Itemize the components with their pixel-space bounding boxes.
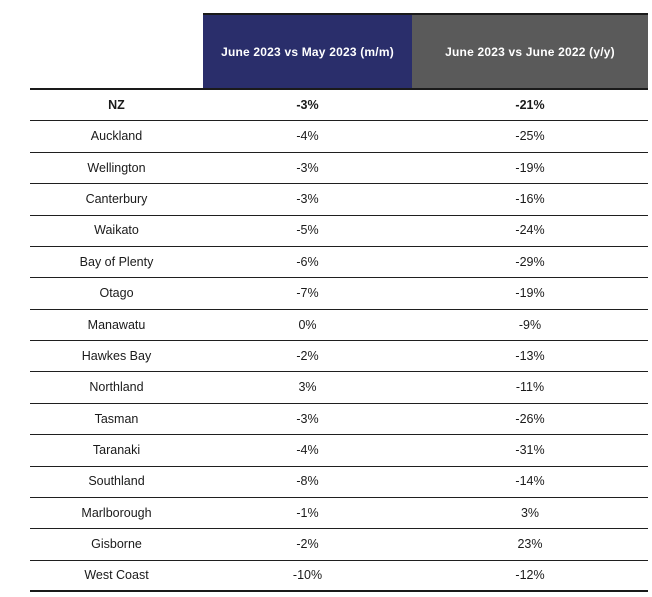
mm-value: -2% [296,537,319,552]
table-row: Northland 3% -11% [30,372,648,404]
yy-value: -29% [515,254,545,269]
yy-value: -16% [515,192,545,207]
yy-value: -13% [515,348,545,363]
table-row: Taranaki -4% -31% [30,435,648,467]
mm-value: -5% [296,223,319,238]
mm-value: -3% [296,160,319,175]
region-name: Tasman [94,411,139,426]
table-row: Otago -7% -19% [30,278,648,310]
table-row: Bay of Plenty -6% -29% [30,247,648,279]
yy-value: -11% [515,380,545,395]
region-name: NZ [108,97,125,112]
yy-value: -19% [515,286,545,301]
column-header-mm: June 2023 vs May 2023 (m/m) [203,13,412,88]
region-name: Waikato [94,223,139,238]
table-row: Wellington -3% -19% [30,153,648,185]
mm-value: -1% [296,505,319,520]
yy-value: -14% [515,474,545,489]
mm-value: -8% [296,474,319,489]
region-column-header-spacer [30,13,203,88]
yy-value: -12% [515,568,545,583]
region-name: West Coast [84,568,149,583]
table-body: NZ -3% -21% Auckland -4% -25% Wellington -3% -19… [30,88,648,592]
region-name: Southland [88,474,145,489]
table-row: NZ -3% -21% [30,90,648,122]
table-header-row: June 2023 vs May 2023 (m/m) June 2023 vs… [30,13,648,88]
mm-value: -2% [296,348,319,363]
yy-value: -9% [518,317,542,332]
yy-value: 3% [520,505,540,520]
region-name: Marlborough [81,505,152,520]
table-row: West Coast -10% -12% [30,561,648,592]
yy-value: -26% [515,411,545,426]
mm-value: -3% [296,411,319,426]
mm-value: -6% [296,254,319,269]
region-name: Auckland [90,129,143,144]
mm-value: -3% [296,192,319,207]
region-name: Wellington [87,160,146,175]
region-name: Otago [99,286,134,301]
mm-value: -10% [292,568,323,583]
yy-value: -24% [515,223,545,238]
yy-value: -31% [515,443,545,458]
table-row: Canterbury -3% -16% [30,184,648,216]
mm-value: -4% [296,129,319,144]
region-name: Hawkes Bay [81,348,152,363]
table-row: Southland -8% -14% [30,467,648,498]
table-row: Marlborough -1% 3% [30,498,648,530]
table-row: Hawkes Bay -2% -13% [30,341,648,373]
table-row: Gisborne -2% 23% [30,529,648,561]
table-row: Auckland -4% -25% [30,121,648,153]
region-name: Bay of Plenty [79,254,154,269]
regional-comparison-table: June 2023 vs May 2023 (m/m) June 2023 vs… [30,13,648,592]
region-name: Canterbury [85,192,148,207]
column-header-yy: June 2023 vs June 2022 (y/y) [412,13,648,88]
region-name: Northland [89,380,144,395]
yy-value: -25% [515,129,545,144]
mm-value: 0% [298,317,317,332]
table-row: Waikato -5% -24% [30,216,648,247]
table-row: Manawatu 0% -9% [30,310,648,341]
region-name: Gisborne [91,537,142,552]
yy-value: -21% [515,97,545,112]
region-name: Taranaki [92,443,141,458]
mm-value: 3% [298,380,317,395]
mm-value: -3% [296,97,319,112]
yy-value: 23% [517,537,543,552]
mm-value: -4% [296,443,319,458]
mm-value: -7% [296,286,319,301]
yy-value: -19% [515,160,545,175]
table-row: Tasman -3% -26% [30,404,648,436]
region-name: Manawatu [87,317,146,332]
